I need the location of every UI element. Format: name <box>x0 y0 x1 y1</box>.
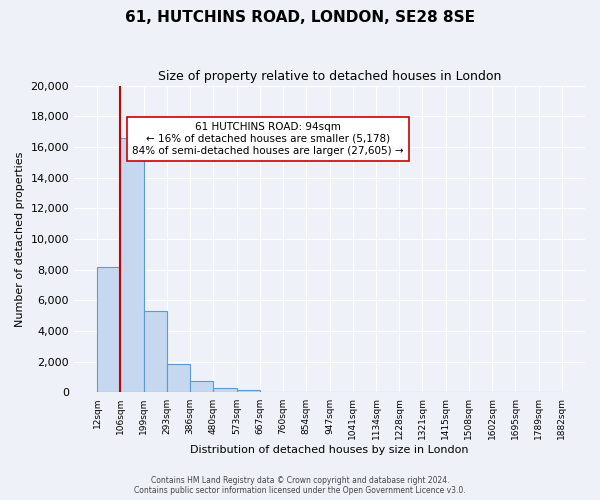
Text: 61 HUTCHINS ROAD: 94sqm
← 16% of detached houses are smaller (5,178)
84% of semi: 61 HUTCHINS ROAD: 94sqm ← 16% of detache… <box>133 122 404 156</box>
Bar <box>144 311 167 392</box>
X-axis label: Distribution of detached houses by size in London: Distribution of detached houses by size … <box>190 445 469 455</box>
Bar <box>190 381 214 392</box>
Bar <box>121 138 144 392</box>
Title: Size of property relative to detached houses in London: Size of property relative to detached ho… <box>158 70 501 83</box>
Bar <box>97 268 121 392</box>
Bar <box>236 390 260 392</box>
Y-axis label: Number of detached properties: Number of detached properties <box>15 152 25 326</box>
Text: 61, HUTCHINS ROAD, LONDON, SE28 8SE: 61, HUTCHINS ROAD, LONDON, SE28 8SE <box>125 10 475 25</box>
Text: Contains HM Land Registry data © Crown copyright and database right 2024.
Contai: Contains HM Land Registry data © Crown c… <box>134 476 466 495</box>
Bar <box>214 388 236 392</box>
Bar <box>167 364 190 392</box>
